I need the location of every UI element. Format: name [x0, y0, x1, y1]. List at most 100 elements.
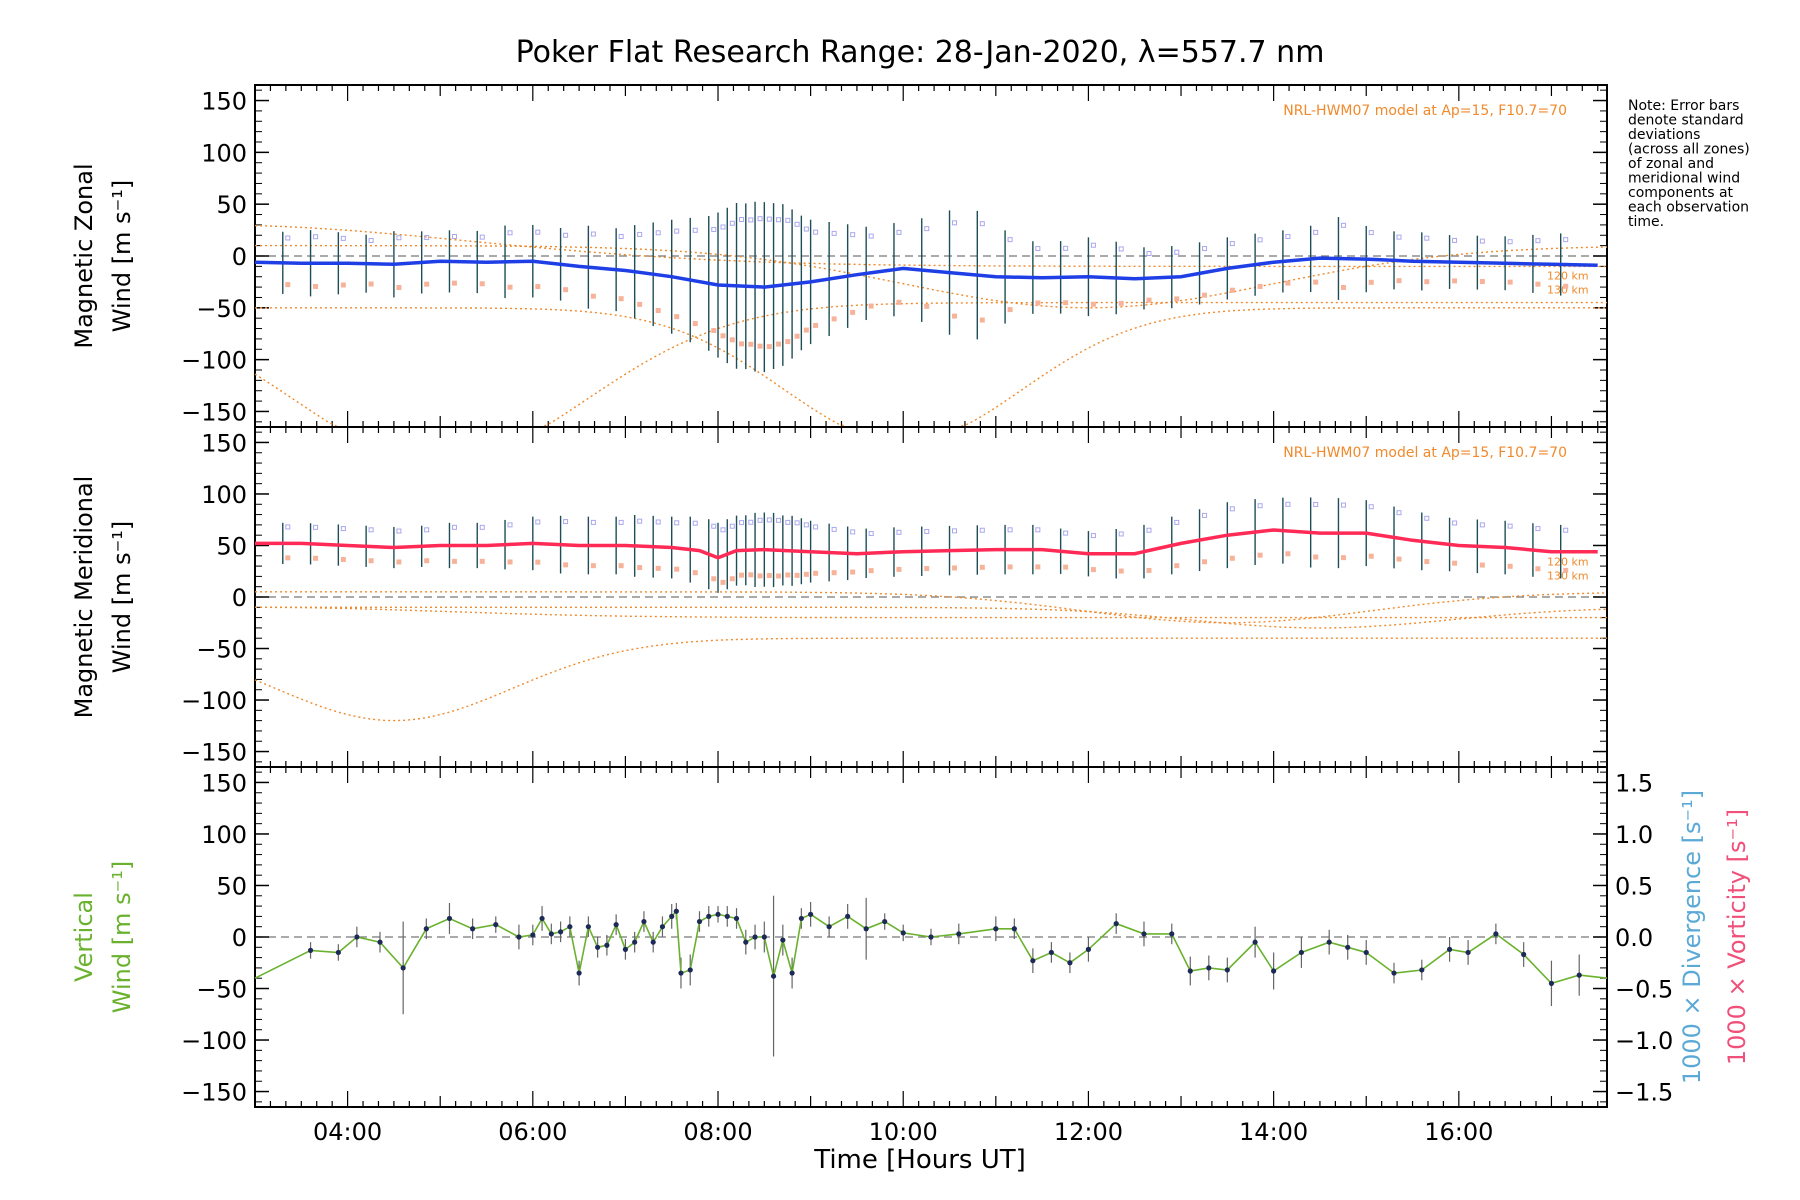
zone-marker — [655, 519, 661, 525]
zone-marker — [711, 328, 717, 334]
y-tick-label: −150 — [181, 1079, 247, 1107]
model-curve — [255, 307, 1607, 428]
zone-marker — [285, 555, 291, 561]
vertical-wind-point — [307, 947, 314, 953]
zone-marker — [785, 572, 791, 578]
zone-marker — [451, 280, 457, 286]
zone-marker — [729, 523, 735, 529]
zone-marker — [563, 287, 569, 293]
y-tick-label: −100 — [181, 1027, 247, 1055]
zone-marker — [1479, 238, 1485, 244]
zone-marker — [507, 559, 513, 565]
zone-marker — [692, 321, 698, 327]
zone-marker — [952, 528, 958, 534]
zone-marker — [794, 221, 800, 227]
y2-tick-label: 1.5 — [1615, 769, 1653, 797]
zone-marker — [1507, 279, 1513, 285]
vertical-wind-point — [1252, 939, 1258, 945]
vertical-wind-point — [1345, 944, 1351, 950]
zone-marker — [1424, 559, 1430, 565]
y-tick-label: 0 — [232, 584, 247, 612]
zone-marker — [1340, 285, 1346, 291]
vertical-wind-point — [595, 944, 601, 950]
zone-marker — [1396, 278, 1402, 284]
zone-marker — [785, 519, 791, 525]
zone-marker — [1118, 568, 1124, 574]
zone-marker — [507, 230, 513, 236]
zone-marker — [535, 229, 541, 235]
meridional-wind-panel: −150 −100 −50 0 50 100 150 Magnetic Meridional W… — [70, 426, 1608, 768]
zone-marker — [776, 517, 782, 523]
zone-marker — [831, 570, 837, 576]
zone-marker — [1340, 502, 1346, 508]
note-line: (across all zones) — [1628, 142, 1750, 158]
y-tick-label: 150 — [201, 88, 247, 116]
zone-marker — [850, 309, 856, 315]
x-tick-label: 08:00 — [683, 1118, 752, 1146]
zone-marker — [711, 523, 717, 529]
zone-marker — [1118, 300, 1124, 306]
zone-marker — [424, 281, 430, 287]
zone-marker — [1174, 563, 1180, 569]
vertical-wind-point — [548, 931, 554, 937]
zone-marker — [340, 282, 346, 288]
zone-marker — [674, 228, 680, 234]
zone-marker — [424, 558, 430, 564]
vertical-wind-point — [826, 924, 832, 930]
vertical-wind-point — [789, 970, 795, 976]
zone-marker — [655, 565, 661, 571]
zone-marker — [637, 565, 643, 571]
zone-marker — [1313, 279, 1319, 285]
zone-marker — [1452, 237, 1458, 243]
note-line: deviations — [1628, 127, 1700, 143]
zone-marker — [1563, 283, 1569, 289]
vertical-wind-point — [1187, 968, 1193, 974]
y2-tick-label: 0.5 — [1615, 872, 1653, 900]
y-tick-label: 50 — [216, 532, 247, 560]
zone-marker — [1424, 515, 1430, 521]
vertical-wind-point — [1011, 926, 1017, 932]
vertical-wind-point — [632, 939, 638, 945]
x-tick-label: 14:00 — [1239, 1118, 1308, 1146]
vertical-wind-point — [493, 922, 499, 928]
model-altitude-label: 120 km — [1547, 556, 1589, 569]
zone-marker — [424, 235, 430, 241]
vertical-wind-line — [254, 909, 1608, 985]
zone-marker — [313, 234, 319, 240]
vertical-wind-point — [557, 929, 564, 935]
zone-marker — [285, 235, 291, 241]
vertical-wind-point — [1446, 946, 1453, 952]
vertical-wind-point — [1548, 980, 1555, 986]
note-line: time. — [1628, 214, 1664, 230]
x-tick-label: 04:00 — [313, 1118, 382, 1146]
vertical-wind-point — [715, 911, 721, 917]
zone-marker — [479, 281, 485, 287]
zone-marker — [1507, 523, 1513, 529]
zone-marker — [637, 231, 643, 237]
zone-marker — [1257, 552, 1263, 558]
vertical-wind-point — [1224, 967, 1230, 973]
zone-marker — [674, 314, 680, 320]
zone-marker — [535, 284, 541, 290]
zone-marker — [1507, 239, 1513, 245]
zone-marker — [748, 519, 754, 525]
model-curve — [254, 637, 1607, 722]
y2-axis-label-divergence: 1000 × Divergence [s⁻¹] — [1678, 790, 1706, 1084]
x-tick-label: 10:00 — [869, 1118, 938, 1146]
vertical-wind-point — [335, 949, 341, 956]
y-axis-label: Vertical — [70, 892, 98, 982]
zone-marker — [776, 573, 782, 579]
zone-marker — [757, 216, 763, 222]
vertical-wind-point — [650, 939, 656, 945]
zone-marker — [692, 227, 698, 233]
zone-marker — [979, 527, 985, 533]
vertical-wind-point — [1391, 970, 1397, 976]
zone-marker — [285, 282, 291, 288]
zone-marker — [368, 281, 374, 287]
zone-marker — [1202, 246, 1208, 252]
vertical-wind-point — [993, 926, 999, 932]
y2-tick-label: 1.0 — [1615, 821, 1653, 849]
model-altitude-label: 120 km — [1547, 269, 1589, 282]
zone-marker — [1368, 230, 1374, 236]
y2-axis-label-vorticity: 1000 × Vorticity [s⁻¹] — [1723, 809, 1751, 1065]
